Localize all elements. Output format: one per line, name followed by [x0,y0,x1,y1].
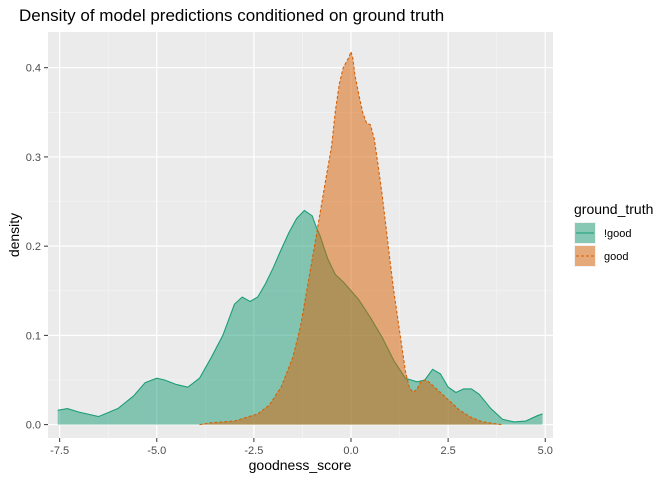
x-tick-label: 2.5 [440,445,455,457]
x-axis: -7.5 -5.0 -2.5 0.0 2.5 5.0 [50,438,553,457]
density-area-good [199,51,503,425]
legend-label: !good [604,228,632,240]
y-tick-label: 0.1 [26,330,41,342]
y-tick-label: 0.0 [26,420,41,432]
y-tick-label: 0.4 [26,63,41,75]
legend-label: good [604,251,628,263]
x-tick-label: -5.0 [147,445,166,457]
legend-title: ground_truth [574,201,653,217]
y-axis-title: density [6,213,22,257]
legend-key-swatch [575,246,595,266]
x-tick-label: 5.0 [538,445,553,457]
y-tick-label: 0.2 [26,241,41,253]
y-tick-label: 0.3 [26,152,41,164]
x-axis-title: goodness_score [249,457,352,473]
x-tick-label: -7.5 [50,445,69,457]
y-axis: 0.0 0.1 0.2 0.3 0.4 [26,63,48,432]
density-areas [57,49,543,426]
chart-title: Density of model predictions conditioned… [19,6,444,25]
x-tick-label: 0.0 [343,445,358,457]
legend: ground_truth !good good [574,201,653,267]
density-line-good [199,49,503,426]
density-area-not-good [57,210,543,425]
density-line-not-good [57,209,543,423]
x-tick-label: -2.5 [244,445,263,457]
